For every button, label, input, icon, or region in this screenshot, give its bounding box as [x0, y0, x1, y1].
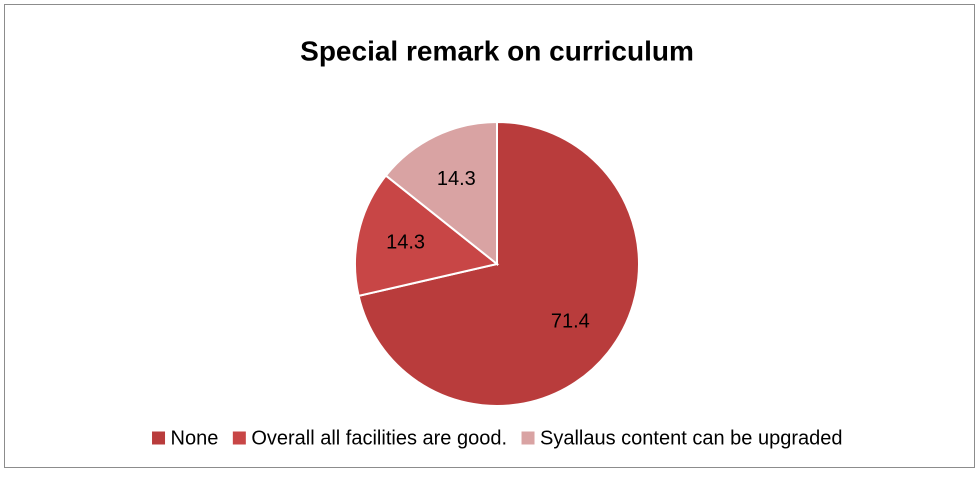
legend-swatch [231, 430, 247, 446]
chart-title: Special remark on curriculum [300, 35, 694, 66]
legend-label: Syallaus content can be upgraded [540, 427, 842, 449]
pie-slice [354, 174, 500, 298]
data-label: 14.3 [437, 168, 476, 190]
data-label: 14.3 [386, 232, 425, 254]
legend-swatch [520, 430, 536, 446]
pie-slice [357, 120, 640, 407]
legend-swatch [151, 430, 167, 446]
data-label: 71.4 [551, 311, 590, 333]
legend-label: None [171, 427, 219, 449]
legend: None Overall all facilities are good. Syal… [151, 427, 842, 449]
pie-slice [384, 120, 498, 267]
legend-label: Overall all facilities are good. [251, 427, 507, 449]
